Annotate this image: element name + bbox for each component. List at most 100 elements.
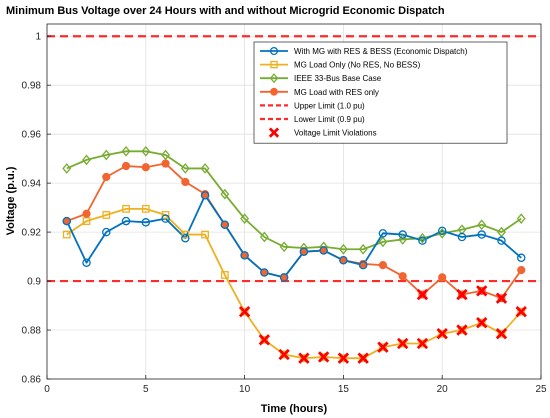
data-point [82, 154, 91, 166]
violation-stroke [495, 328, 508, 340]
violation-stroke [337, 352, 350, 364]
data-point [121, 145, 131, 157]
data-point [398, 339, 407, 348]
violation-stroke [357, 352, 369, 364]
data-point [260, 335, 269, 344]
violation-marker [476, 285, 488, 297]
data-point [398, 272, 407, 281]
data-point [240, 251, 249, 260]
data-point [141, 204, 150, 213]
y-axis-label: Voltage (p.u.) [5, 166, 17, 235]
limit-lines [47, 35, 541, 283]
data-point [220, 271, 229, 279]
data-point [497, 236, 506, 245]
legend-label: Voltage Limit Violations [294, 129, 377, 138]
violation-stroke [515, 306, 527, 318]
data-point [161, 159, 170, 168]
x-tick-label: 10 [239, 384, 251, 395]
violation-marker [317, 351, 330, 363]
violation-stroke [416, 337, 429, 350]
x-tick-label: 15 [338, 384, 350, 395]
data-point [62, 216, 72, 226]
data-point [517, 307, 526, 316]
violation-stroke [476, 285, 488, 297]
violation-marker [357, 352, 369, 364]
data-point [141, 145, 151, 157]
violation-marker [456, 324, 468, 336]
legend-label: Upper Limit (1.0 pu) [294, 101, 365, 110]
legend-label: MG Load with RES only [294, 88, 379, 97]
legend-marker [270, 87, 278, 96]
data-point [378, 236, 388, 248]
data-point [398, 230, 407, 239]
violation-stroke [377, 341, 389, 353]
data-point [280, 350, 289, 359]
data-point [102, 227, 111, 237]
violation-stroke [476, 317, 488, 329]
legend-box [253, 41, 508, 144]
violation-marker [515, 306, 527, 318]
data-point [339, 256, 348, 265]
data-point [418, 236, 427, 245]
data-point [161, 211, 170, 219]
data-point [458, 326, 466, 334]
data-point [121, 161, 131, 171]
data-point [359, 354, 368, 363]
data-point [200, 191, 210, 200]
data-point [438, 273, 447, 282]
violation-stroke [495, 292, 508, 304]
data-point [102, 211, 111, 219]
violation-marker [495, 292, 508, 304]
violation-stroke [436, 328, 448, 340]
data-point [358, 243, 368, 255]
data-point [161, 214, 170, 223]
y-axis-ticks: 0.86 0.88 0.9 0.92 0.94 0.96 0.98 1 [22, 32, 51, 386]
data-point [477, 318, 486, 327]
violation-stroke [298, 352, 310, 364]
chart-title: Minimum Bus Voltage over 24 Hours with a… [6, 5, 445, 17]
violation-stroke [416, 288, 429, 301]
data-point [181, 177, 190, 187]
y-tick-label: 0.88 [22, 326, 42, 337]
legend-label: IEEE 33-Bus Base Case [294, 74, 382, 83]
data-point [101, 149, 111, 161]
violation-marker [238, 306, 251, 318]
data-point [319, 246, 328, 255]
data-point [497, 329, 506, 338]
legend-marker [269, 73, 279, 84]
violation-marker [258, 334, 271, 346]
data-point [358, 260, 368, 270]
data-point [437, 226, 447, 236]
data-point [516, 253, 526, 263]
y-tick-label: 0.96 [22, 130, 42, 141]
data-point [122, 204, 130, 213]
data-point [82, 209, 91, 218]
legend-label: MG Load Only (No RES, No BESS) [294, 61, 421, 70]
x-tick-label: 25 [535, 384, 547, 395]
violation-stroke [238, 306, 251, 318]
data-point [62, 163, 72, 174]
legend-marker [269, 46, 279, 56]
violation-marker [298, 352, 310, 364]
data-point [260, 268, 269, 277]
data-point [62, 230, 71, 239]
data-point [121, 216, 131, 226]
data-point [438, 329, 447, 338]
data-point [299, 354, 308, 363]
y-tick-label: 0.9 [27, 277, 41, 288]
x-tick-label: 20 [437, 384, 449, 395]
violation-marker [337, 352, 350, 364]
violation-marker [456, 288, 468, 301]
data-point [181, 233, 190, 243]
data-point [240, 213, 250, 224]
violation-marker [416, 337, 429, 350]
y-tick-label: 0.94 [22, 179, 42, 190]
y-tick-label: 0.98 [22, 81, 42, 92]
y-tick-label: 0.86 [22, 375, 42, 386]
data-point [319, 353, 328, 361]
data-point [180, 163, 190, 174]
violation-marker [436, 328, 448, 340]
data-point [240, 307, 249, 316]
data-point [437, 227, 447, 239]
data-point [338, 243, 348, 255]
